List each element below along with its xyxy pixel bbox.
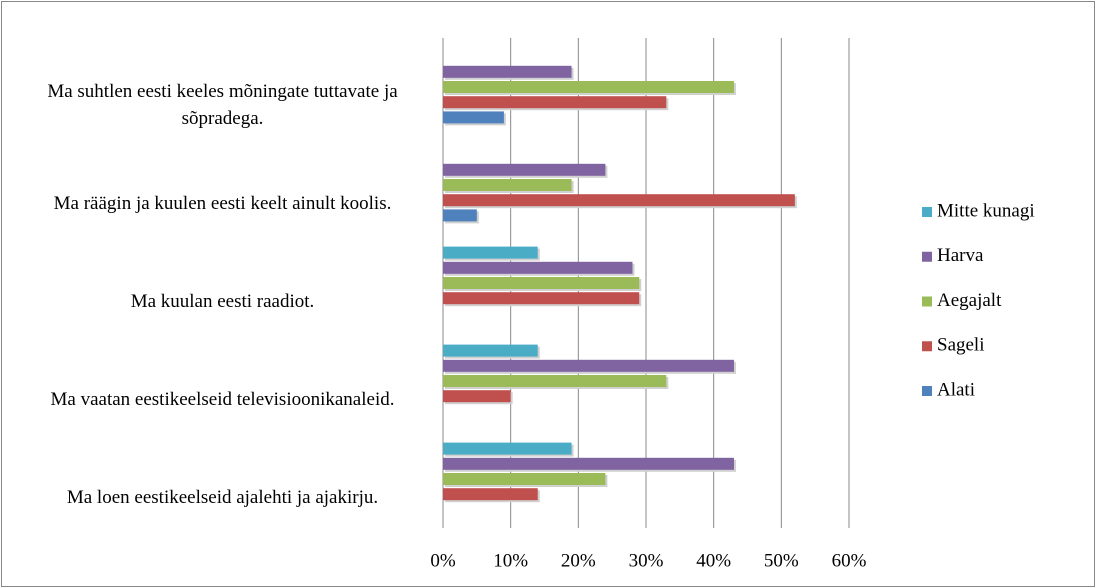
x-tick-label: 40% [696, 550, 731, 571]
bar [443, 292, 640, 305]
y-tick-label: Ma loen eestikeelseid ajalehti ja ajakir… [66, 486, 379, 508]
bar [443, 359, 734, 372]
bar [443, 473, 606, 485]
bar [443, 111, 504, 124]
bar [443, 163, 606, 176]
legend-label: Aegajalt [937, 290, 1002, 311]
legend-swatch [922, 251, 932, 262]
category-label-box: Ma kuulan eesti raadiot. [130, 290, 315, 312]
legend-swatch [922, 341, 932, 352]
y-tick-label: Ma räägin ja kuulen eesti keelt ainult k… [53, 192, 392, 214]
bar [443, 261, 633, 274]
x-tick-label: 50% [764, 550, 799, 571]
x-tick-label: 0% [430, 550, 456, 571]
category-label-box: Ma räägin ja kuulen eesti keelt ainult k… [53, 192, 392, 214]
legend-label: Mitte kunagi [937, 200, 1035, 221]
y-tick-label: Ma suhtlen eesti keeles mõningate tuttav… [47, 81, 398, 129]
legend-label: Alati [937, 379, 975, 400]
bar [443, 96, 667, 109]
legend-label: Sageli [937, 335, 985, 356]
bar [443, 344, 538, 357]
bar [443, 179, 572, 191]
bar [443, 488, 538, 501]
y-tick-label: Ma kuulan eesti raadiot. [130, 290, 315, 312]
legend-swatch [922, 296, 932, 307]
bar [443, 65, 572, 78]
legend-label: Harva [937, 245, 984, 266]
x-tick-label: 20% [561, 550, 596, 571]
bar [443, 277, 640, 289]
x-tick-label: 30% [629, 550, 664, 571]
bar [443, 375, 667, 387]
y-tick-label: Ma vaatan eestikeelseid televisioonikana… [50, 388, 395, 410]
bar [443, 194, 795, 207]
category-label-box: Ma loen eestikeelseid ajalehti ja ajakir… [66, 486, 379, 508]
bar [443, 209, 477, 222]
bar [443, 246, 538, 259]
bar [443, 81, 734, 93]
x-tick-label: 60% [832, 550, 867, 571]
legend-swatch [922, 207, 932, 217]
x-tick-label: 10% [493, 550, 528, 571]
category-label-box: Ma suhtlen eesti keeles mõningate tuttav… [47, 81, 398, 129]
legend-swatch [922, 386, 932, 396]
category-label-box: Ma vaatan eestikeelseid televisioonikana… [50, 388, 395, 410]
bar [443, 390, 511, 403]
bar [443, 457, 734, 470]
bar [443, 442, 572, 455]
